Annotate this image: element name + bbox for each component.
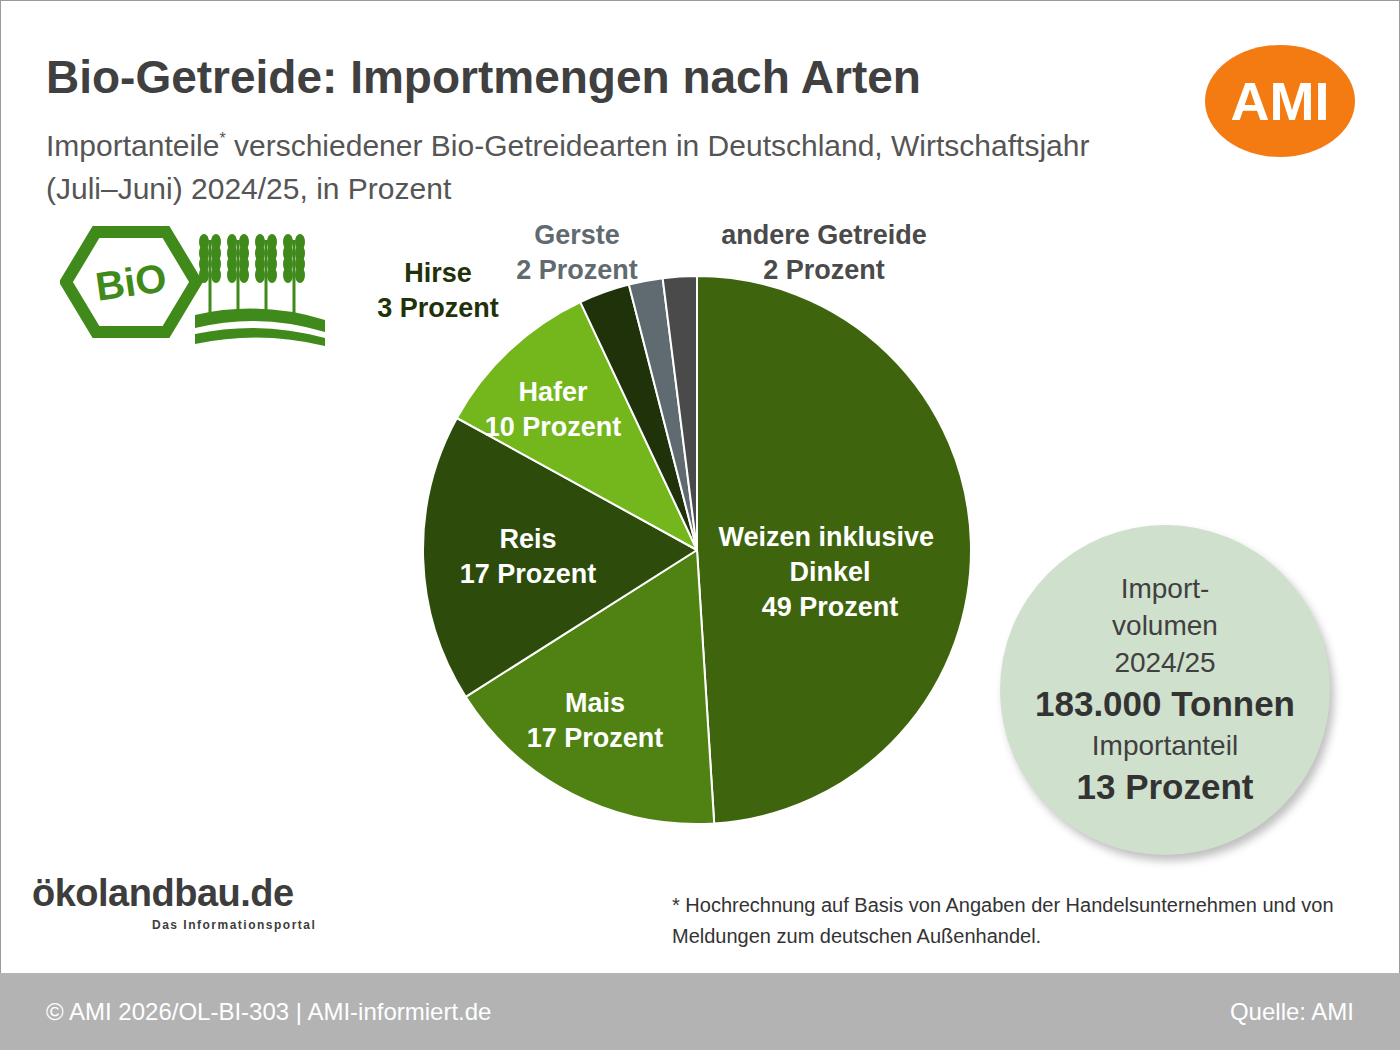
svg-text:Gerste: Gerste [534,220,620,250]
html-text:Das Informationsportal: Das Informationsportal [152,918,317,932]
svg-text:Weizen inklusive: Weizen inklusive [718,522,941,552]
svg-text:Mais: Mais [565,688,625,718]
svg-text:2 Prozent: 2 Prozent [763,255,885,285]
html-text:Importanteile*verschiedener Bi: Importanteile*verschiedener Bio-Getreide… [46,129,1090,205]
html-text:Import-: Import- [1120,573,1210,604]
svg-text:10 Prozent: 10 Prozent [485,412,622,442]
svg-text:2 Prozent: 2 Prozent [516,255,638,285]
svg-text:Reis: Reis [499,524,556,554]
html-text:* Hochrechnung auf Basis von A: * Hochrechnung auf Basis von Angaben der… [672,894,1334,947]
html-text:Quelle: AMI: Quelle: AMI [1229,998,1354,1025]
svg-text:49 Prozent: 49 Prozent [762,592,899,622]
html-text:ökolandbau.de: ökolandbau.de [32,872,294,914]
svg-text:Hafer: Hafer [518,377,588,407]
svg-text:3 Prozent: 3 Prozent [377,293,499,323]
html-text:Bio-Getreide: Importmengen nac: Bio-Getreide: Importmengen nach Arten [46,51,921,103]
html-text:© AMI 2026/OL-BI-303 | AMI-inf: © AMI 2026/OL-BI-303 | AMI-informiert.de [46,998,492,1025]
svg-text:andere Getreide: andere Getreide [721,220,927,250]
html-text:Importanteil: Importanteil [1091,730,1239,761]
html-text:2024/25: 2024/25 [1114,647,1216,678]
html-text:volumen: volumen [1112,610,1218,641]
svg-text:Hirse: Hirse [404,258,472,288]
svg-text:BiO: BiO [93,255,170,308]
svg-text:Dinkel: Dinkel [789,557,870,587]
svg-text:17 Prozent: 17 Prozent [527,723,664,753]
html-text:AMI: AMI [1230,71,1330,131]
html-text:183.000 Tonnen: 183.000 Tonnen [1035,684,1295,723]
svg-text:17 Prozent: 17 Prozent [460,559,597,589]
html-text:13 Prozent: 13 Prozent [1076,767,1254,806]
